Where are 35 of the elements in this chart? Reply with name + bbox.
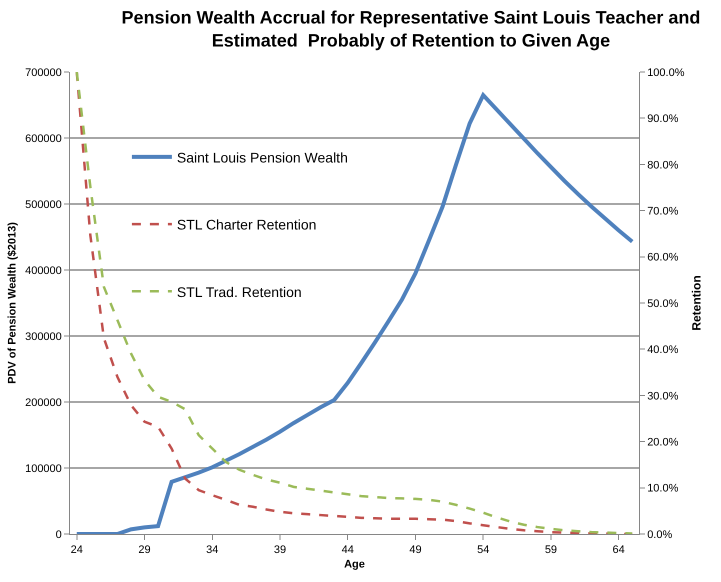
y-tick-label: 400000: [25, 264, 62, 277]
y-tick-label: 0: [56, 528, 62, 541]
x-axis-title: Age: [344, 558, 365, 570]
y2-tick-label: 40.0%: [647, 344, 679, 356]
x-tick-label: 29: [138, 544, 151, 556]
y2-tick-label: 90.0%: [647, 113, 679, 126]
y2-tick-label: 10.0%: [647, 482, 679, 495]
y2-tick-label: 50.0%: [647, 298, 679, 310]
y2-tick-label: 100.0%: [647, 66, 685, 79]
y2-tick-label: 80.0%: [647, 159, 679, 172]
x-tick-label: 54: [477, 544, 490, 556]
y-tick-label: 200000: [25, 396, 62, 409]
legend-label: STL Charter Retention: [176, 216, 316, 233]
y2-tick-label: 60.0%: [647, 252, 679, 264]
y2-tick-label: 20.0%: [647, 436, 679, 448]
x-tick-label: 39: [274, 544, 286, 556]
y-tick-label: 500000: [25, 198, 62, 211]
y-tick-label: 700000: [25, 66, 62, 79]
y-axis-title: PDV of Pension Wealth ($2013): [6, 222, 19, 384]
x-tick-label: 44: [342, 544, 354, 556]
y2-tick-label: 0.0%: [647, 528, 672, 541]
y-tick-label: 300000: [25, 330, 62, 343]
x-tick-label: 34: [206, 544, 218, 556]
x-tick-label: 64: [612, 544, 625, 556]
x-tick-label: 24: [70, 544, 83, 556]
y2-tick-label: 70.0%: [647, 205, 679, 218]
chart-title: Pension Wealth Accrual for Representative Saint Louis Teacher and Estimated Probably of Retention to Given Age: [122, 7, 700, 51]
x-tick-label: 49: [409, 544, 422, 556]
y2-tick-label: 30.0%: [647, 390, 679, 402]
legend-label: STL Trad. Retention: [176, 284, 302, 300]
y-tick-label: 100000: [25, 462, 62, 475]
legend-label: Saint Louis Pension Wealth: [176, 149, 348, 166]
x-tick-label: 59: [544, 544, 558, 556]
y-tick-label: 600000: [25, 132, 62, 145]
y2-axis-title: Retention: [690, 275, 704, 331]
